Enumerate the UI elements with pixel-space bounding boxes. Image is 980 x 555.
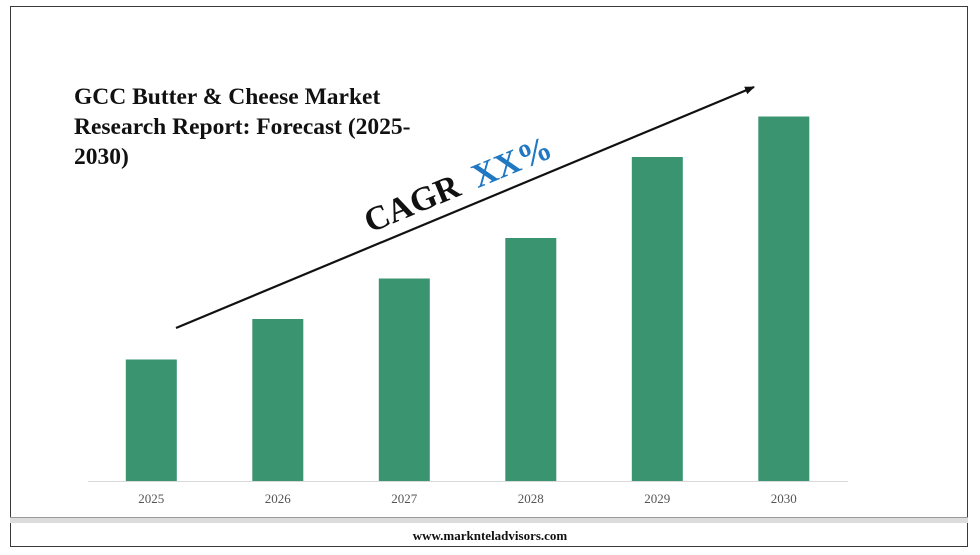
chart-title: GCC Butter & Cheese Market Research Repo…	[74, 84, 411, 170]
x-tick-label: 2029	[644, 491, 670, 506]
x-tick-label: 2026	[265, 491, 292, 506]
cagr-value: XX%	[467, 129, 558, 195]
bar-2028	[505, 238, 557, 481]
x-tick-label: 2028	[518, 491, 544, 506]
bar-2027	[378, 278, 430, 481]
x-tick-label: 2025	[138, 491, 164, 506]
x-tick-label: 2030	[771, 491, 797, 506]
footer-website: www.marknteladvisors.com	[412, 528, 568, 543]
bars-group	[125, 116, 810, 481]
footer-divider	[10, 517, 968, 523]
cagr-annotation: CAGR XX%	[359, 129, 558, 240]
x-tick-label: 2027	[391, 491, 418, 506]
bar-2025	[125, 359, 177, 481]
x-tick-labels: 2025 2026 2027 2028 2029 2030	[138, 491, 797, 506]
bar-2029	[631, 157, 683, 481]
bar-2026	[252, 319, 304, 481]
bar-2030	[758, 116, 810, 481]
trend-arrow	[175, 85, 755, 330]
